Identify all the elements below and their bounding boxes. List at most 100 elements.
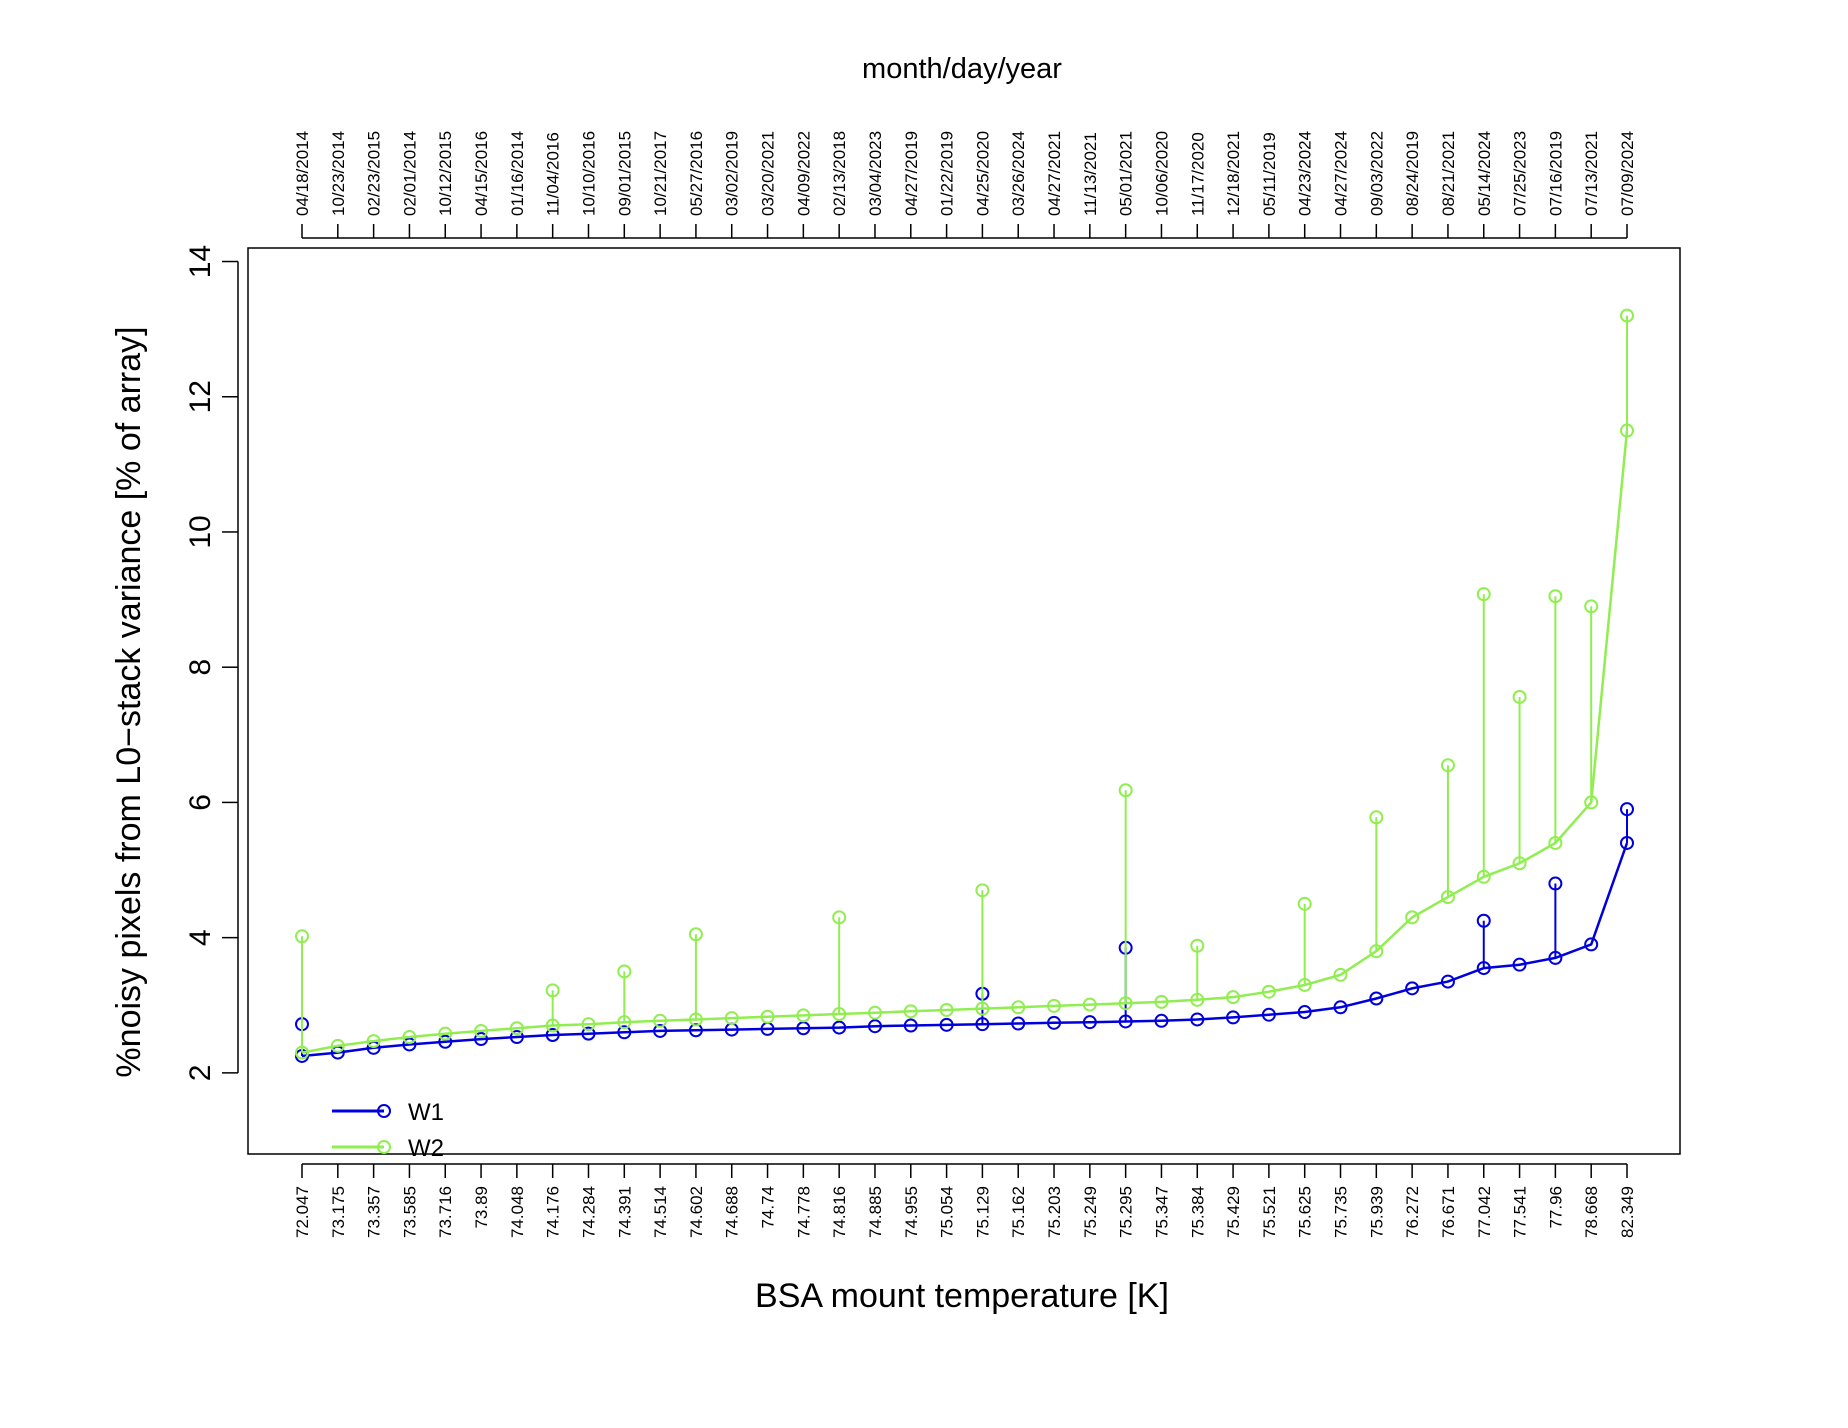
- series-line: [301, 842, 1629, 1058]
- data-point: [1011, 1000, 1026, 1015]
- top-tick-label: 10/06/2020: [1152, 131, 1171, 216]
- data-point: [1333, 1000, 1348, 1015]
- data-point: [688, 1023, 703, 1038]
- x-tick-label: 72.047: [293, 1186, 312, 1238]
- x-tick-label: 74.391: [615, 1186, 634, 1238]
- data-point: [1476, 869, 1491, 884]
- x-tick-label: 77.042: [1475, 1186, 1494, 1238]
- x-tick-label: 75.521: [1260, 1186, 1279, 1238]
- top-tick-label: 07/16/2019: [1546, 131, 1565, 216]
- y-tick-label: 12: [184, 380, 217, 413]
- data-point: [1548, 835, 1563, 850]
- x-tick-label: 77.96: [1546, 1186, 1565, 1229]
- y-tick-label: 6: [184, 794, 217, 811]
- x-tick-label: 74.74: [759, 1186, 778, 1229]
- data-point: [939, 1002, 954, 1017]
- data-point: [438, 1026, 453, 1041]
- data-point: [1584, 795, 1599, 810]
- legend-marker: [377, 1140, 391, 1154]
- data-point: [438, 1034, 453, 1049]
- data-point: [1190, 992, 1205, 1007]
- data-point: [545, 1028, 560, 1043]
- x-tick-label: 75.162: [1009, 1186, 1028, 1238]
- data-point: [1297, 977, 1312, 992]
- data-point: [545, 1018, 560, 1033]
- plot-series: [295, 308, 1634, 1063]
- data-point: [653, 1013, 668, 1028]
- top-tick-label: 05/14/2024: [1475, 131, 1494, 216]
- top-axis: 04/18/2014 10/23/2014 02/23/2015 02/01/2014…: [293, 131, 1637, 239]
- x-tick-label: 75.054: [938, 1186, 957, 1238]
- top-tick-label: 04/18/2014: [293, 131, 312, 216]
- data-point: [1476, 961, 1491, 976]
- data-point: [1405, 981, 1420, 996]
- top-tick-label: 04/23/2024: [1296, 131, 1315, 216]
- data-point: [832, 1020, 847, 1035]
- data-point: [1154, 994, 1169, 1009]
- series-spike-point: [975, 883, 990, 898]
- data-point: [832, 1007, 847, 1022]
- top-tick-label: 05/27/2016: [687, 131, 706, 216]
- data-point: [903, 1004, 918, 1019]
- top-tick-label: 04/27/2024: [1332, 131, 1351, 216]
- legend-label: W1: [408, 1099, 444, 1126]
- top-axis-title: month/day/year: [862, 53, 1062, 85]
- data-point: [1440, 974, 1455, 989]
- data-point: [1082, 1015, 1097, 1030]
- data-point: [1584, 937, 1599, 952]
- x-tick-label: 73.89: [472, 1186, 491, 1229]
- data-point: [1261, 984, 1276, 999]
- data-point: [939, 1017, 954, 1032]
- x-tick-label: 74.514: [651, 1186, 670, 1238]
- x-tick-label: 74.176: [544, 1186, 563, 1238]
- top-tick-label: 03/20/2021: [759, 131, 778, 216]
- series-spike-point: [688, 927, 703, 942]
- data-point: [1047, 998, 1062, 1013]
- data-point: [867, 1005, 882, 1020]
- series-spike-point: [1620, 802, 1634, 817]
- data-point: [688, 1012, 703, 1027]
- data-point: [617, 1025, 632, 1040]
- top-tick-label: 07/13/2021: [1582, 131, 1601, 216]
- series-spike-point: [1620, 308, 1634, 323]
- series-spike-point: [617, 964, 632, 979]
- data-point: [474, 1023, 489, 1038]
- top-tick-label: 02/13/2018: [830, 131, 849, 216]
- data-point: [295, 1045, 309, 1060]
- data-point: [1620, 835, 1634, 850]
- x-tick-label: 75.429: [1224, 1186, 1243, 1238]
- legend-item-W2: W2: [332, 1135, 444, 1162]
- data-point: [509, 1021, 524, 1036]
- legend-label: W2: [408, 1135, 444, 1162]
- data-point: [1548, 950, 1563, 965]
- x-tick-label: 73.716: [436, 1186, 455, 1238]
- top-tick-label: 10/23/2014: [329, 131, 348, 216]
- x-tick-label: 74.048: [508, 1186, 527, 1238]
- data-point: [617, 1015, 632, 1030]
- x-tick-label: 74.816: [830, 1186, 849, 1238]
- data-point: [1512, 957, 1527, 972]
- data-point: [402, 1030, 417, 1045]
- top-tick-label: 08/21/2021: [1439, 131, 1458, 216]
- plot-frame: [247, 247, 1681, 1155]
- data-point: [1047, 1015, 1062, 1030]
- series-spike-point: [545, 983, 560, 998]
- data-point: [975, 1001, 990, 1016]
- series-spike-point: [1476, 913, 1491, 928]
- x-tick-label: 73.175: [329, 1186, 348, 1238]
- x-tick-label: 75.249: [1081, 1186, 1100, 1238]
- data-point: [581, 1026, 596, 1041]
- data-point: [402, 1037, 417, 1052]
- top-tick-label: 09/03/2022: [1367, 131, 1386, 216]
- y-axis-title: %noisy pixels from L0−stack variance [% …: [110, 326, 148, 1077]
- x-axis-title: BSA mount temperature [K]: [755, 1277, 1169, 1315]
- data-point: [1333, 967, 1348, 982]
- x-tick-label: 75.939: [1367, 1186, 1386, 1238]
- x-tick-label: 74.284: [579, 1186, 598, 1238]
- top-tick-label: 02/23/2015: [365, 131, 384, 216]
- data-point: [1440, 890, 1455, 905]
- top-tick-label: 04/27/2021: [1045, 131, 1064, 216]
- x-tick-label: 75.203: [1045, 1186, 1064, 1238]
- series-line: [301, 430, 1629, 1054]
- data-point: [867, 1019, 882, 1034]
